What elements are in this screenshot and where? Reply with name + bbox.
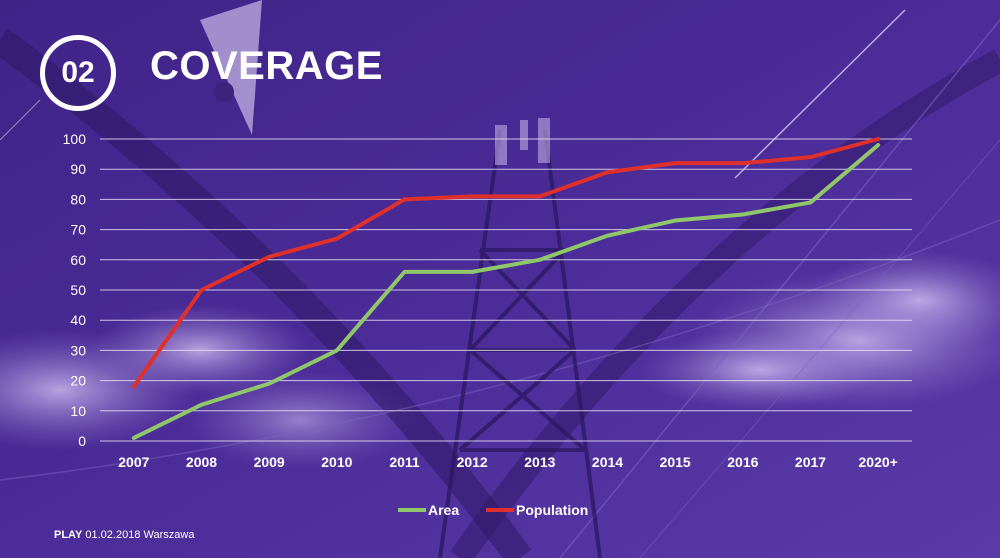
x-tick-label: 2009 [254, 454, 285, 470]
footer-text: 01.02.2018 Warszawa [85, 529, 195, 541]
y-tick-label: 20 [70, 373, 86, 389]
y-tick-label: 60 [70, 252, 86, 268]
section-number: 02 [61, 56, 95, 89]
x-tick-label: 2017 [795, 454, 826, 470]
x-axis-ticks: 2007 2008 2009 2010 2011 2012 2013 2014 2015 2016… [118, 454, 898, 470]
y-tick-label: 30 [70, 342, 86, 358]
chart-legend: Area Population [398, 502, 588, 518]
series-line-area [131, 143, 881, 440]
y-tick-label: 90 [70, 161, 86, 177]
y-tick-label: 100 [63, 131, 87, 147]
chart-series [131, 137, 881, 440]
y-tick-label: 0 [78, 433, 86, 449]
y-axis-ticks: 0 10 20 30 40 50 60 70 80 90 100 [63, 131, 87, 449]
legend-label: Population [516, 502, 588, 518]
x-tick-label: 2016 [727, 454, 758, 470]
x-tick-label: 2013 [524, 454, 555, 470]
legend-label: Area [428, 502, 459, 518]
x-tick-label: 2012 [457, 454, 488, 470]
footer-brand: PLAY [54, 529, 83, 541]
x-tick-label: 2020+ [859, 454, 898, 470]
series-line-population [131, 137, 881, 389]
x-tick-label: 2011 [389, 454, 420, 470]
x-tick-label: 2014 [592, 454, 623, 470]
x-tick-label: 2008 [186, 454, 217, 470]
x-tick-label: 2015 [660, 454, 691, 470]
footer: PLAY 01.02.2018 Warszawa [54, 529, 194, 541]
y-tick-label: 40 [70, 312, 86, 328]
y-tick-label: 70 [70, 222, 86, 238]
page-title: COVERAGE [150, 44, 383, 88]
y-tick-label: 80 [70, 191, 86, 207]
y-tick-label: 10 [70, 403, 86, 419]
x-tick-label: 2007 [118, 454, 149, 470]
y-tick-label: 50 [70, 282, 86, 298]
x-tick-label: 2010 [321, 454, 352, 470]
section-number-badge: 02 [40, 35, 116, 111]
chart-gridlines [100, 138, 912, 442]
